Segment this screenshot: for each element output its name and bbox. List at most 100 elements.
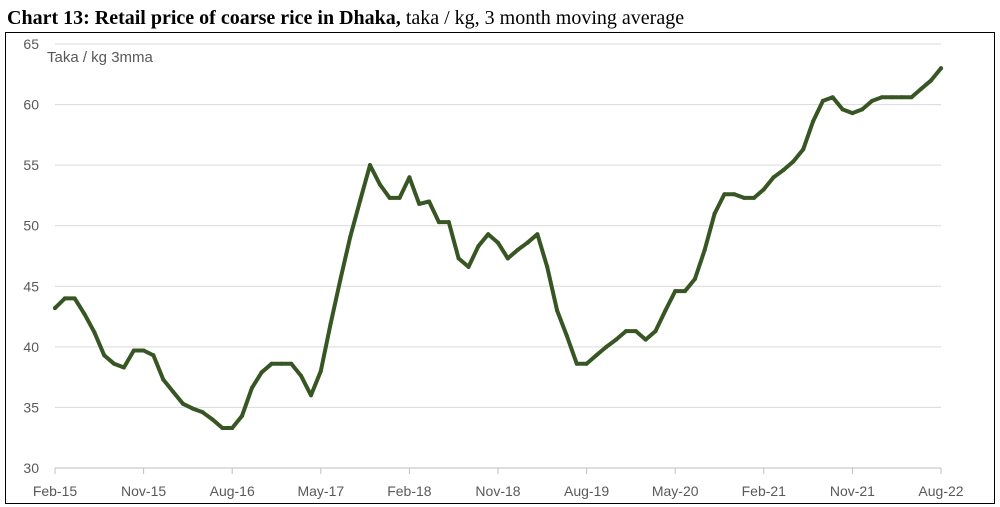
data-point xyxy=(102,353,107,358)
data-point xyxy=(62,296,67,301)
data-point xyxy=(141,348,146,353)
data-point xyxy=(752,195,756,200)
chart-title-bold: Chart 13: Retail price of coarse rice in… xyxy=(7,7,401,29)
data-point xyxy=(673,289,678,294)
data-point xyxy=(72,296,77,301)
x-tick-label: Nov-18 xyxy=(475,483,520,499)
data-point xyxy=(476,244,481,249)
chart-title: Chart 13: Retail price of coarse rice in… xyxy=(7,4,993,32)
data-point xyxy=(53,306,57,311)
data-point xyxy=(663,308,668,313)
data-point xyxy=(486,232,491,237)
data-point xyxy=(309,393,313,398)
data-point xyxy=(801,147,806,152)
data-point xyxy=(791,159,796,164)
data-point xyxy=(407,175,412,180)
y-tick-label: 50 xyxy=(23,218,39,234)
y-tick-label: 45 xyxy=(23,278,39,294)
y-tick-label: 65 xyxy=(23,36,39,52)
series-layer xyxy=(53,66,943,430)
data-point xyxy=(456,256,461,261)
data-point xyxy=(830,95,835,100)
x-tick-label: Nov-21 xyxy=(830,483,875,499)
data-point xyxy=(850,111,855,116)
x-tick-label: Nov-15 xyxy=(121,483,166,499)
data-point xyxy=(761,187,766,192)
data-point xyxy=(269,361,274,366)
y-tick-label: 30 xyxy=(23,460,39,476)
x-tick-label: May-20 xyxy=(652,483,699,499)
data-point xyxy=(131,348,136,353)
data-point xyxy=(181,401,185,406)
data-point xyxy=(919,86,924,91)
data-point xyxy=(653,329,658,334)
data-point xyxy=(289,361,294,366)
data-point xyxy=(200,410,205,415)
y-tick-label: 60 xyxy=(23,97,39,113)
data-point xyxy=(338,277,343,281)
data-point xyxy=(279,361,284,366)
data-point xyxy=(466,264,471,269)
x-tick-labels: Feb-15 Nov-15 Aug-16 May-17 Feb-18 Nov-18 Aug-… xyxy=(33,483,964,499)
data-point xyxy=(358,198,363,203)
data-point xyxy=(545,264,550,269)
data-point xyxy=(299,373,304,378)
data-point xyxy=(614,337,619,342)
data-point xyxy=(171,389,176,394)
data-point xyxy=(161,377,166,382)
data-point xyxy=(446,220,451,225)
data-point xyxy=(397,195,402,200)
data-point xyxy=(210,417,215,422)
data-point xyxy=(92,330,97,335)
data-point xyxy=(860,107,865,112)
x-tick-label: Feb-21 xyxy=(742,483,787,499)
data-point xyxy=(515,247,520,252)
data-point xyxy=(889,95,894,100)
data-point xyxy=(909,95,914,100)
data-point xyxy=(879,95,884,100)
grid-lines xyxy=(55,43,941,408)
data-point xyxy=(781,168,786,172)
data-point xyxy=(811,119,815,124)
data-point xyxy=(692,277,697,281)
data-point xyxy=(899,95,904,100)
series-line-coarse-rice-price xyxy=(53,66,943,430)
data-point xyxy=(939,66,943,71)
data-point xyxy=(594,353,599,358)
x-tick-label: Aug-16 xyxy=(210,483,255,499)
x-tick-label: Aug-19 xyxy=(564,483,609,499)
data-point xyxy=(683,289,687,294)
data-point xyxy=(604,344,609,349)
data-point xyxy=(584,361,589,366)
data-point xyxy=(742,195,747,200)
data-point xyxy=(771,175,776,180)
data-point xyxy=(505,256,510,261)
data-point xyxy=(702,247,707,252)
data-point xyxy=(712,211,717,216)
data-point xyxy=(525,240,530,245)
data-point xyxy=(259,370,264,375)
data-point xyxy=(387,195,392,200)
data-point xyxy=(328,321,333,326)
data-point xyxy=(220,426,225,430)
data-point xyxy=(820,98,825,103)
data-point xyxy=(121,365,126,370)
x-tick-label: Feb-18 xyxy=(387,483,432,499)
data-point xyxy=(643,337,648,342)
data-point xyxy=(377,182,382,187)
unit-label: Taka / kg 3mma xyxy=(47,49,154,66)
axes xyxy=(54,467,942,474)
data-point xyxy=(230,426,235,430)
data-point xyxy=(318,369,323,374)
data-point xyxy=(240,413,244,418)
y-tick-label: 55 xyxy=(23,157,39,173)
data-point xyxy=(574,361,579,366)
data-point xyxy=(929,78,934,83)
data-point xyxy=(151,353,156,358)
data-point xyxy=(82,312,87,317)
data-point xyxy=(427,199,432,204)
data-point xyxy=(249,386,254,390)
data-point xyxy=(368,163,372,168)
data-point xyxy=(348,234,353,239)
